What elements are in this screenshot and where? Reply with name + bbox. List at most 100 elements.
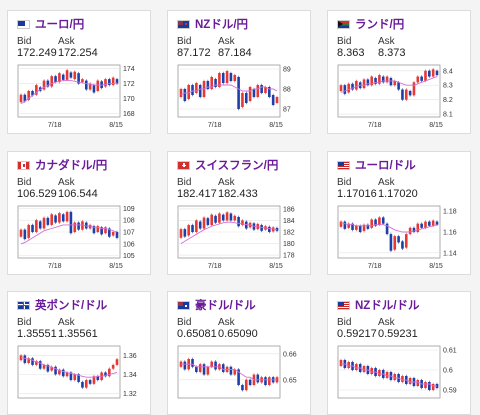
candle [355, 225, 358, 230]
y-tick-label: 1.36 [123, 353, 137, 360]
x-tick-label: 8/15 [429, 263, 443, 270]
rate-card[interactable]: 英ポンド/ドル Bid Ask 1.35551 1.35561 1.36 1.34 1.32 [7, 291, 151, 415]
candle [81, 381, 84, 388]
candle [27, 358, 30, 364]
candle [424, 382, 427, 388]
candle [23, 94, 27, 102]
candle [88, 83, 92, 90]
currency-pair-name[interactable]: ランド/円 [355, 19, 405, 31]
candle [35, 85, 38, 95]
y-tick-label: 0.6 [443, 368, 453, 375]
ask-value: 1.17020 [378, 188, 418, 200]
nz-flag-icon [177, 19, 190, 29]
candle [343, 85, 347, 94]
candle [225, 212, 229, 221]
x-tick-label: 7/18 [48, 122, 62, 129]
plot-frame [337, 64, 441, 118]
ask-label: Ask [378, 317, 395, 328]
ask-value: 0.59231 [378, 328, 418, 340]
candle [104, 79, 107, 87]
card-header: ランド/円 [337, 17, 404, 31]
candle [389, 234, 393, 251]
rate-card[interactable]: ユーロ/ドル Bid Ask 1.17016 1.17020 1.18 1.16 1.14 7/… [327, 151, 471, 275]
candle [241, 93, 244, 107]
candle [241, 385, 244, 391]
candle [260, 225, 263, 231]
candle [252, 89, 256, 97]
candle [77, 374, 80, 382]
candle [225, 71, 229, 83]
y-tick-label: 0.61 [443, 348, 457, 355]
candle [65, 372, 69, 377]
rate-card[interactable]: 豪ドル/ドル Bid Ask 0.65081 0.65090 0.66 0.65 [167, 291, 311, 415]
bid-label: Bid [337, 177, 352, 188]
candle [179, 229, 183, 238]
candle [115, 359, 119, 365]
candle [229, 366, 233, 375]
candle [187, 225, 190, 236]
au-flag-icon [177, 300, 190, 310]
candle [50, 214, 54, 225]
candle [195, 83, 198, 93]
bid-value: 87.172 [177, 47, 211, 59]
rate-card[interactable]: NZドル/ドル Bid Ask 0.59217 0.59231 0.61 0.6 0.59 [327, 291, 471, 415]
y-tick-label: 109 [123, 206, 135, 213]
candle [385, 223, 389, 235]
bid-value: 172.249 [17, 47, 57, 59]
rate-card[interactable]: スイスフラン/円 Bid Ask 182.417 182.433 186 184 182 180… [167, 151, 311, 275]
currency-pair-name[interactable]: NZドル/ドル [355, 300, 420, 312]
moving-average-line [181, 363, 277, 381]
bid-value: 106.529 [17, 188, 57, 200]
candle [347, 362, 350, 368]
candle [77, 222, 80, 230]
candle [339, 85, 343, 91]
rate-card[interactable]: カナダドル/円 Bid Ask 106.529 106.544 109 108 107 106 1… [7, 151, 151, 275]
candle [420, 76, 423, 81]
candle [27, 224, 30, 238]
moving-average-line [340, 76, 438, 93]
candle [31, 224, 34, 232]
candle [92, 85, 96, 93]
plot-frame [177, 345, 281, 399]
rate-card[interactable]: ランド/円 Bid Ask 8.363 8.373 8.4 8.3 8.2 8.1 7/18 8/1… [327, 10, 471, 134]
candle [92, 376, 96, 384]
candle [35, 220, 38, 232]
price-chart: 174 172 170 168 7/18 8/15 [17, 64, 135, 129]
candle [198, 221, 202, 229]
ask-label: Ask [218, 317, 235, 328]
ask-value: 1.35561 [58, 328, 98, 340]
currency-pair-name[interactable]: 英ポンド/ドル [35, 300, 108, 312]
candle [233, 75, 237, 81]
currency-pair-name[interactable]: NZドル/円 [195, 19, 249, 31]
candle [370, 368, 374, 374]
candle [248, 87, 252, 101]
candle [221, 364, 225, 372]
candle [100, 227, 103, 235]
candle [73, 71, 77, 80]
candle [31, 358, 34, 365]
currency-pair-name[interactable]: カナダドル/円 [35, 160, 108, 172]
candle [268, 226, 271, 232]
bid-label: Bid [337, 317, 352, 328]
currency-pair-name[interactable]: ユーロ/ドル [355, 160, 416, 172]
ask-value: 172.254 [58, 47, 98, 59]
rate-card[interactable]: NZドル/円 Bid Ask 87.172 87.184 89 88 87 7/18 8/15 [167, 10, 311, 134]
bid-value: 1.17016 [337, 188, 377, 200]
candle [370, 219, 374, 228]
rate-card[interactable]: ユーロ/円 Bid Ask 172.249 172.254 174 172 170 168 7/1… [7, 10, 151, 134]
y-tick-label: 174 [123, 66, 135, 73]
x-tick-label: 8/15 [109, 263, 123, 270]
currency-pair-name[interactable]: ユーロ/円 [35, 19, 85, 31]
candle [61, 214, 65, 222]
eu-flag-icon [17, 19, 30, 29]
bid-label: Bid [177, 177, 192, 188]
candle [381, 217, 385, 224]
currency-pair-name[interactable]: スイスフラン/円 [195, 160, 279, 172]
candle [233, 369, 237, 375]
candle [179, 89, 183, 97]
moving-average-line [341, 363, 437, 387]
currency-pair-name[interactable]: 豪ドル/ドル [195, 300, 256, 312]
za-flag-icon [337, 19, 350, 29]
us-flag-icon [337, 300, 350, 310]
candle [50, 366, 54, 371]
